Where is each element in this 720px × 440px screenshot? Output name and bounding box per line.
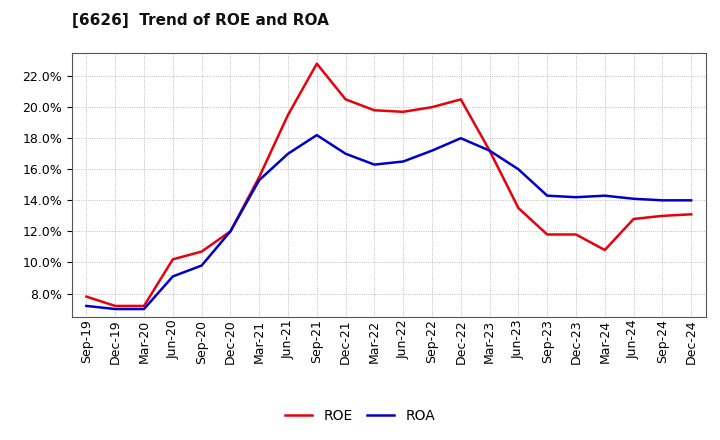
ROA (370, 162, 379, 167)
Text: [6626]  Trend of ROE and ROA: [6626] Trend of ROE and ROA (72, 13, 329, 28)
ROE (485, 148, 494, 153)
Line: ROE: ROE (86, 64, 691, 306)
ROE (82, 294, 91, 299)
ROA (82, 303, 91, 308)
ROE (341, 97, 350, 102)
ROA (514, 167, 523, 172)
ROA (658, 198, 667, 203)
ROA (485, 148, 494, 153)
ROE (600, 247, 609, 253)
ROA (399, 159, 408, 164)
ROE (456, 97, 465, 102)
Legend: ROE, ROA: ROE, ROA (279, 403, 441, 429)
ROA (168, 274, 177, 279)
ROA (600, 193, 609, 198)
ROE (226, 229, 235, 234)
ROE (111, 303, 120, 308)
ROE (658, 213, 667, 219)
ROA (140, 306, 148, 312)
ROE (543, 232, 552, 237)
Line: ROA: ROA (86, 135, 691, 309)
ROE (629, 216, 638, 222)
ROE (140, 303, 148, 308)
ROE (687, 212, 696, 217)
ROE (168, 257, 177, 262)
ROE (514, 205, 523, 211)
ROE (255, 174, 264, 180)
ROE (284, 112, 292, 117)
ROA (111, 306, 120, 312)
ROE (399, 109, 408, 114)
ROE (312, 61, 321, 66)
ROE (428, 105, 436, 110)
ROA (456, 136, 465, 141)
ROE (572, 232, 580, 237)
ROA (226, 229, 235, 234)
ROA (197, 263, 206, 268)
ROE (197, 249, 206, 254)
ROA (572, 194, 580, 200)
ROA (284, 151, 292, 156)
ROA (312, 132, 321, 138)
ROA (255, 177, 264, 183)
ROE (370, 108, 379, 113)
ROA (428, 148, 436, 153)
ROA (543, 193, 552, 198)
ROA (341, 151, 350, 156)
ROA (629, 196, 638, 202)
ROA (687, 198, 696, 203)
